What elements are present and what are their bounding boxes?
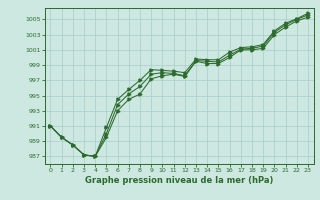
X-axis label: Graphe pression niveau de la mer (hPa): Graphe pression niveau de la mer (hPa) [85, 176, 273, 185]
